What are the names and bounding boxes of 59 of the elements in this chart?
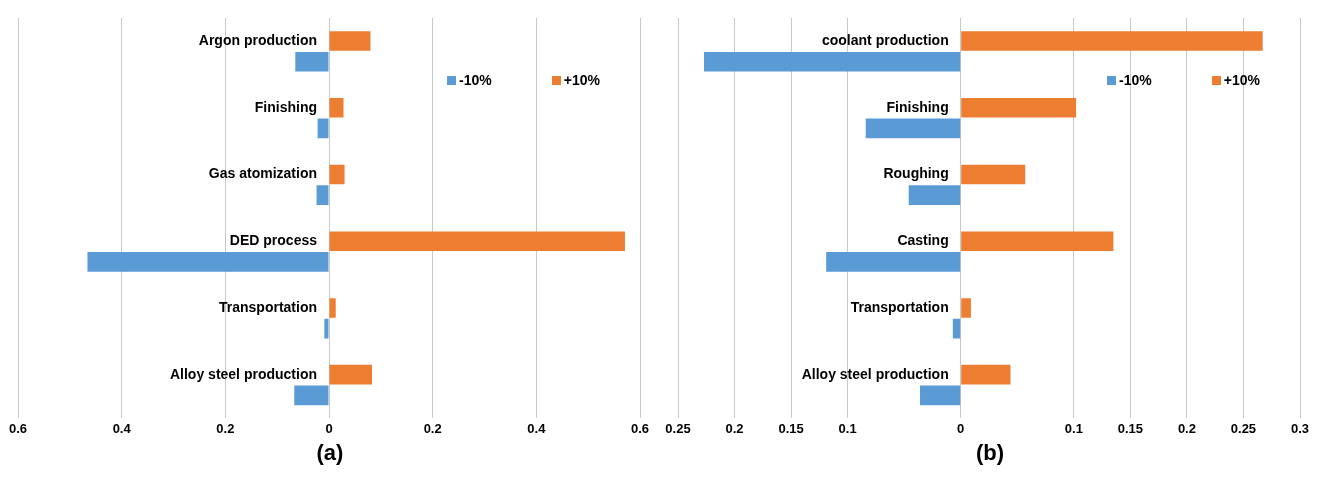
bar [961,97,1077,118]
bar [329,97,344,118]
x-tick-label: 0.1 [1064,420,1083,436]
y-tick-label: DED process [229,232,318,249]
bar [865,118,961,139]
y-tick-label: Finishing [254,98,317,115]
y-tick-label: Transportation [850,298,949,315]
legend-label: -10% [459,72,492,88]
bar [961,298,971,318]
x-tick-label: 0.25 [1230,420,1257,436]
bar [324,318,329,339]
bar [961,231,1114,252]
legend-label: +10% [1223,72,1260,88]
x-tick-label: 0.2 [725,420,744,436]
x-tick-label: 0.2 [423,420,442,436]
bar [329,364,373,385]
bar [908,185,961,205]
y-tick-label: Casting [897,232,949,249]
y-tick-label: Alloy steel production [801,365,949,382]
x-tick-label: 0.15 [1117,420,1144,436]
x-axis-title: (b) [974,440,1006,466]
bar [920,385,961,406]
bar [295,51,329,72]
bar [704,51,961,72]
x-tick-label: 0.4 [527,420,547,436]
x-tick-label: 0 [325,420,333,436]
y-tick-label: Finishing [886,98,949,115]
x-axis-title: (a) [315,440,345,466]
bar [329,231,625,252]
bar [87,252,329,272]
bar [317,118,329,139]
bar [961,31,1263,51]
bar [329,164,345,185]
x-tick-label: 0.2 [1177,420,1196,436]
y-tick-label: Argon production [198,31,317,48]
y-tick-label: Roughing [883,165,949,182]
x-tick-label: 0 [957,420,965,436]
x-tick-label: 0.6 [8,420,28,436]
x-tick-label: 0.4 [112,420,132,436]
bar [329,31,371,51]
legend-label: +10% [563,72,600,88]
legend-label: -10% [1119,72,1152,88]
y-tick-label: Alloy steel production [169,365,317,382]
bar [294,385,329,406]
bar [316,185,329,205]
y-tick-label: coolant production [821,31,949,48]
x-tick-label: 0.1 [838,420,857,436]
x-tick-label: 0.25 [665,420,691,436]
y-tick-label: Gas atomization [208,165,317,182]
bar [826,252,961,272]
bar [961,164,1026,185]
y-tick-label: Transportation [218,298,317,315]
bar [329,298,336,318]
x-tick-label: 0.3 [1290,420,1310,436]
x-tick-label: 0.2 [216,420,235,436]
bar [952,318,961,339]
bar [961,364,1011,385]
x-tick-label: 0.6 [630,420,650,436]
x-tick-label: 0.15 [778,420,804,436]
